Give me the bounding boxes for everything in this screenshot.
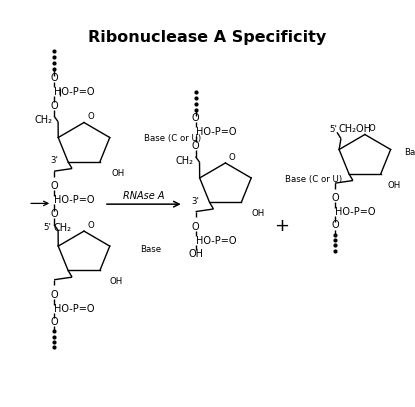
Text: Base: Base (405, 148, 415, 157)
Text: O: O (192, 113, 199, 123)
Text: O: O (331, 193, 339, 203)
Text: Base (C or U): Base (C or U) (285, 175, 342, 184)
Text: O: O (192, 141, 199, 151)
Text: O: O (50, 181, 58, 191)
Text: OH: OH (251, 209, 264, 218)
Text: OH: OH (188, 249, 203, 259)
Text: Base: Base (139, 245, 161, 254)
Text: HO-P=O: HO-P=O (54, 87, 95, 97)
Text: CH₂: CH₂ (34, 115, 52, 125)
Text: HO-P=O: HO-P=O (195, 236, 236, 246)
Text: OH: OH (111, 168, 124, 177)
Text: HO-P=O: HO-P=O (195, 127, 236, 137)
Text: HO-P=O: HO-P=O (335, 208, 376, 217)
Text: CH₂: CH₂ (53, 223, 71, 233)
Text: O: O (331, 221, 339, 230)
Text: CH₂: CH₂ (176, 156, 193, 166)
Text: OH: OH (110, 277, 123, 286)
Text: Ribonuclease A Specificity: Ribonuclease A Specificity (88, 30, 327, 45)
Text: O: O (50, 73, 58, 83)
Text: HO-P=O: HO-P=O (54, 195, 95, 206)
Text: O: O (368, 125, 375, 133)
Text: 5': 5' (43, 223, 51, 232)
Text: O: O (50, 101, 58, 111)
Text: OH: OH (388, 181, 401, 190)
Text: O: O (50, 290, 58, 300)
Text: 3': 3' (192, 197, 200, 206)
Text: O: O (50, 317, 58, 327)
Text: Base (C or U): Base (C or U) (144, 134, 201, 143)
Text: O: O (192, 222, 199, 232)
Text: CH₂OH: CH₂OH (339, 124, 372, 134)
Text: RNAse A: RNAse A (123, 191, 164, 201)
Text: O: O (50, 209, 58, 219)
Text: 3': 3' (50, 156, 58, 165)
Text: O: O (87, 112, 94, 121)
Text: 5': 5' (329, 125, 337, 134)
Text: O: O (229, 153, 235, 162)
Text: +: + (274, 217, 289, 235)
Text: HO-P=O: HO-P=O (54, 304, 95, 314)
Text: O: O (87, 221, 94, 230)
